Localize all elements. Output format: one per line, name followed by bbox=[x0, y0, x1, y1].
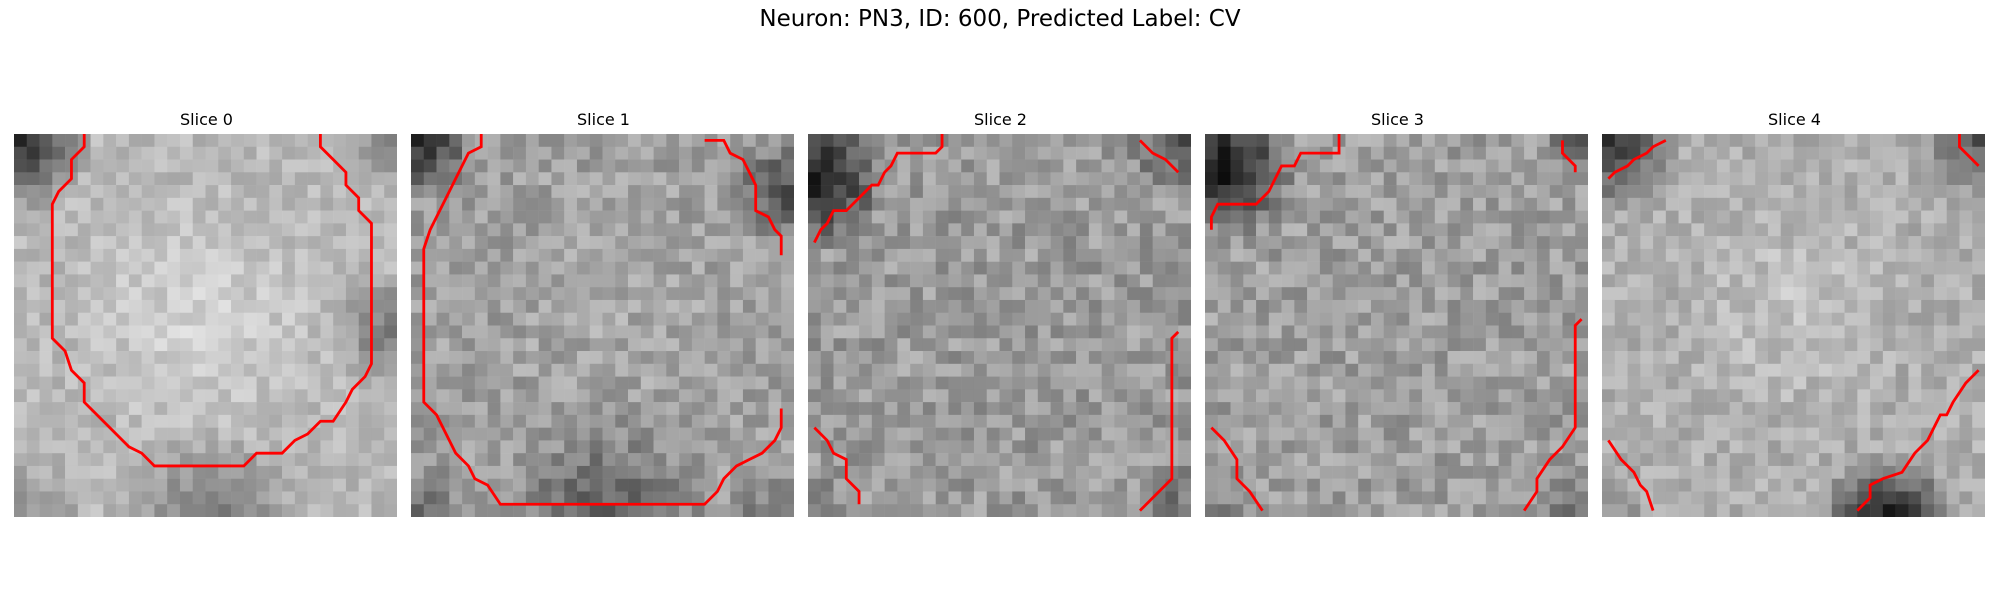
segmentation-contour bbox=[704, 138, 783, 256]
slice-panel-3: Slice 3 bbox=[1205, 108, 1590, 517]
segmentation-contour bbox=[1607, 439, 1655, 512]
segmentation-contour bbox=[1522, 318, 1583, 512]
slice-image-1 bbox=[411, 134, 794, 517]
slice-panel-2: Slice 2 bbox=[808, 108, 1193, 517]
figure-title: Neuron: PN3, ID: 600, Predicted Label: C… bbox=[759, 6, 1241, 32]
segmentation-contour bbox=[50, 134, 373, 468]
segmentation-contour bbox=[1138, 330, 1180, 512]
slice-image-3 bbox=[1205, 134, 1588, 517]
slice-image-4 bbox=[1602, 134, 1985, 517]
slice-image-2 bbox=[808, 134, 1191, 517]
slice-title: Slice 1 bbox=[577, 110, 630, 129]
segmentation-contour bbox=[1138, 139, 1180, 174]
segmentation-contour bbox=[813, 426, 861, 505]
slice-title: Slice 0 bbox=[180, 110, 233, 129]
slice-image-0 bbox=[14, 134, 397, 517]
segmentation-contour bbox=[1209, 134, 1341, 230]
segmentation-contour bbox=[422, 134, 783, 506]
segmentation-contour bbox=[1607, 139, 1667, 180]
segmentation-contour bbox=[1210, 426, 1264, 512]
slice-title: Slice 2 bbox=[974, 110, 1027, 129]
segmentation-contour bbox=[1561, 140, 1577, 173]
slice-title: Slice 4 bbox=[1768, 110, 1821, 129]
slice-title: Slice 3 bbox=[1371, 110, 1424, 129]
segmentation-contour bbox=[813, 134, 944, 244]
segmentation-contour bbox=[1958, 134, 1980, 167]
slice-panel-1: Slice 1 bbox=[411, 108, 796, 517]
slice-panel-0: Slice 0 bbox=[14, 108, 399, 517]
segmentation-contour bbox=[1856, 369, 1980, 512]
slice-panel-4: Slice 4 bbox=[1602, 108, 1987, 517]
